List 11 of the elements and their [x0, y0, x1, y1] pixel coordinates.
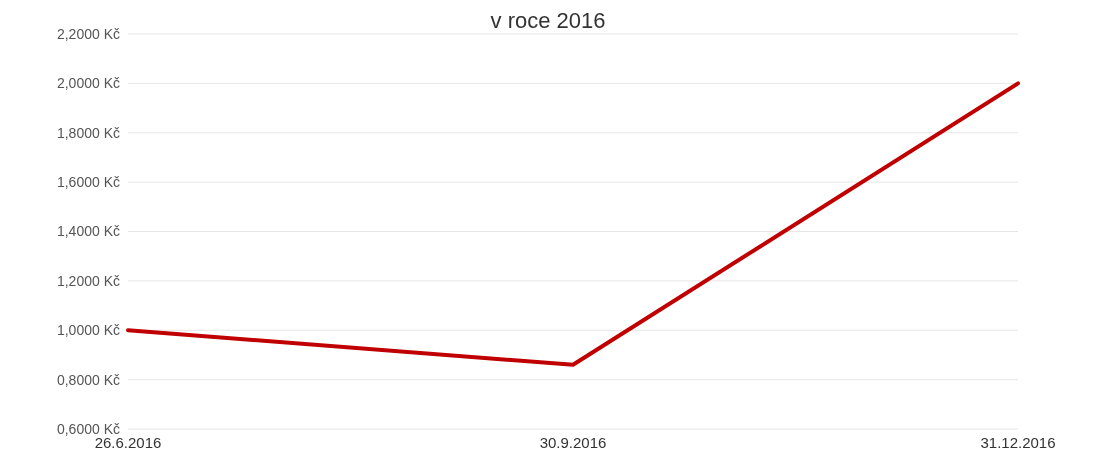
y-tick-label: 2,0000 Kč	[56, 75, 120, 92]
y-tick-label: 1,2000 Kč	[56, 272, 120, 289]
x-tick-label: 31.12.2016	[980, 433, 1056, 451]
y-tick-label: 1,6000 Kč	[56, 174, 120, 191]
y-tick-label: 1,8000 Kč	[56, 124, 120, 141]
x-tick-label: 30.9.2016	[539, 433, 607, 451]
y-tick-label: 2,2000 Kč	[56, 25, 120, 42]
y-tick-label: 1,4000 Kč	[56, 223, 120, 240]
chart-title: v roce 2016	[490, 8, 606, 33]
y-tick-label: 0,8000 Kč	[56, 371, 120, 388]
y-tick-label: 1,0000 Kč	[56, 322, 120, 339]
